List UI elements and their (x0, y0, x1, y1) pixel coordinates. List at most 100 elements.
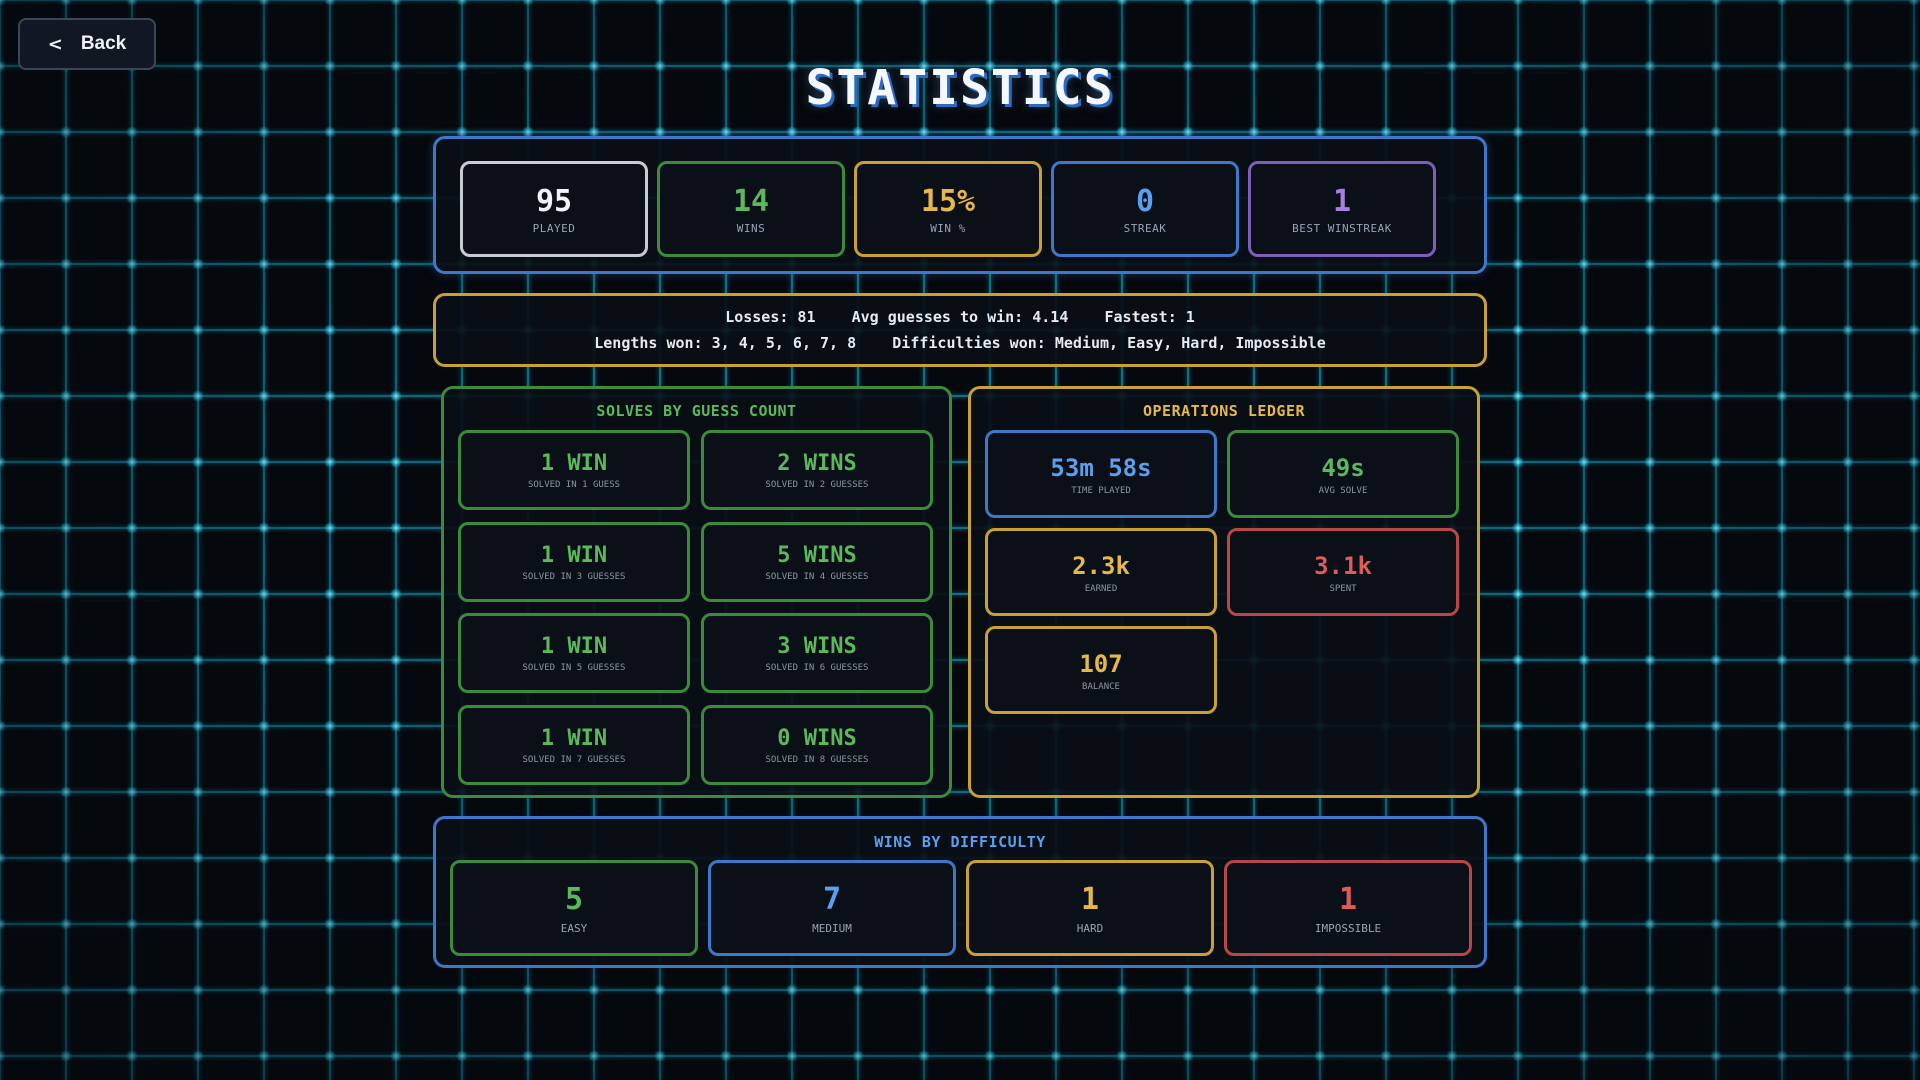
earned-value: 2.3k (1072, 551, 1130, 580)
grid-node (1644, 984, 1656, 996)
grid-node (1578, 654, 1590, 666)
guess-card-7: 1 WIN SOLVED IN 7 GUESSES (458, 705, 690, 785)
difficulty-card-impossible: 1 IMPOSSIBLE (1224, 860, 1472, 956)
balance-value: 107 (1079, 649, 1123, 678)
grid-node (1776, 852, 1788, 864)
grid-node (1776, 390, 1788, 402)
grid-node (258, 192, 270, 204)
grid-node (60, 0, 72, 6)
grid-node (1314, 984, 1326, 996)
stat-card-streak: 0 STREAK (1051, 161, 1239, 257)
grid-node (258, 654, 270, 666)
grid-node (1644, 588, 1656, 600)
grid-node (1512, 786, 1524, 798)
grid-node (0, 126, 6, 138)
grid-node (1314, 1050, 1326, 1062)
grid-node (1842, 258, 1854, 270)
grid-node (390, 720, 402, 732)
grid-node (1842, 720, 1854, 732)
grid-node (258, 1050, 270, 1062)
grid-node (1842, 324, 1854, 336)
grid-node (1578, 192, 1590, 204)
grid-node (1512, 126, 1524, 138)
grid-node (192, 786, 204, 798)
grid-node (60, 984, 72, 996)
stat-card-played: 95 PLAYED (460, 161, 648, 257)
grid-node (1578, 390, 1590, 402)
grid-node (1578, 126, 1590, 138)
difficulties-won-text: Difficulties won: Medium, Easy, Hard, Im… (892, 334, 1326, 352)
grid-node (1776, 654, 1788, 666)
time-played-value: 53m 58s (1050, 453, 1152, 482)
grid-node (984, 1050, 996, 1062)
grid-node (1512, 984, 1524, 996)
grid-node (1116, 984, 1128, 996)
grid-node (390, 786, 402, 798)
grid-node (0, 390, 6, 402)
grid-node (522, 1050, 534, 1062)
guess-card-label: SOLVED IN 7 GUESSES (522, 755, 626, 765)
grid-node (1644, 390, 1656, 402)
grid-node (390, 456, 402, 468)
played-label: PLAYED (532, 221, 576, 235)
grid-node (588, 0, 600, 6)
grid-node (1512, 324, 1524, 336)
guess-card-value: 0 WINS (777, 726, 857, 751)
grid-node (984, 984, 996, 996)
grid-node (522, 984, 534, 996)
grid-node (1578, 984, 1590, 996)
stat-card-wins: 14 WINS (657, 161, 845, 257)
grid-node (1116, 1050, 1128, 1062)
grid-node (192, 258, 204, 270)
guess-card-5: 1 WIN SOLVED IN 5 GUESSES (458, 613, 690, 693)
grid-node (1842, 192, 1854, 204)
grid-node (1776, 588, 1788, 600)
grid-node (1776, 324, 1788, 336)
grid-node (918, 0, 930, 6)
back-button[interactable]: < Back (18, 18, 156, 70)
grid-node (390, 0, 402, 6)
grid-node (1710, 984, 1722, 996)
grid-node (60, 456, 72, 468)
grid-node (1578, 0, 1590, 6)
grid-node (390, 192, 402, 204)
guess-card-label: SOLVED IN 8 GUESSES (765, 755, 869, 765)
grid-node (456, 1050, 468, 1062)
grid-node (324, 1050, 336, 1062)
grid-node (60, 390, 72, 402)
grid-node (1842, 918, 1854, 930)
grid-node (126, 984, 138, 996)
grid-node (258, 984, 270, 996)
grid-node (1842, 0, 1854, 6)
grid-node (654, 0, 666, 6)
grid-node (60, 192, 72, 204)
grid-node (192, 984, 204, 996)
guess-card-label: SOLVED IN 4 GUESSES (765, 572, 869, 582)
grid-node (1314, 0, 1326, 6)
win-percent-value: 15% (920, 183, 976, 219)
grid-node (0, 852, 6, 864)
grid-node (852, 984, 864, 996)
grid-node (324, 588, 336, 600)
grid-node (1710, 720, 1722, 732)
grid-node (258, 522, 270, 534)
grid-node (1842, 456, 1854, 468)
grid-node (1248, 1050, 1260, 1062)
grid-node (1512, 654, 1524, 666)
grid-node (126, 390, 138, 402)
grid-node (390, 984, 402, 996)
grid-node (192, 720, 204, 732)
grid-node (1644, 0, 1656, 6)
grid-node (1182, 984, 1194, 996)
grid-node (1710, 588, 1722, 600)
guess-card-value: 5 WINS (777, 543, 857, 568)
fastest-text: Fastest: 1 (1104, 308, 1195, 326)
grid-node (1710, 456, 1722, 468)
avg-solve-label: AVG SOLVE (1318, 485, 1368, 496)
grid-node (60, 654, 72, 666)
grid-node (918, 1050, 930, 1062)
grid-node (1644, 258, 1656, 270)
grid-node (390, 588, 402, 600)
grid-node (0, 654, 6, 666)
